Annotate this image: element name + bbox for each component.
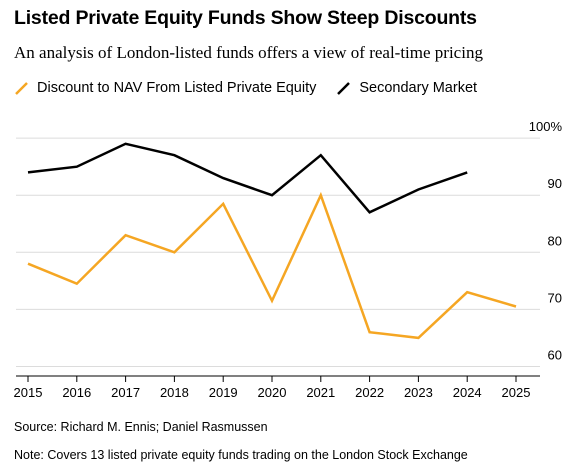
x-tick-label-2020: 2020 <box>258 385 287 400</box>
legend-swatch-secondary <box>337 81 351 95</box>
x-tick-label-2017: 2017 <box>111 385 140 400</box>
x-tick-label-2024: 2024 <box>453 385 482 400</box>
x-tick-label-2019: 2019 <box>209 385 238 400</box>
x-tick-label-2025: 2025 <box>502 385 531 400</box>
series-line-discount <box>27 191 517 340</box>
x-tick-label-2018: 2018 <box>160 385 189 400</box>
y-tick-label-80: 80 <box>548 233 562 248</box>
chart-source: Source: Richard M. Ennis; Daniel Rasmuss… <box>14 420 268 434</box>
series-line-secondary <box>27 142 468 214</box>
y-tick-label-100: 100% <box>529 119 563 134</box>
legend-swatch-discount <box>15 81 28 95</box>
chart-subtitle: An analysis of London-listed funds offer… <box>14 43 483 62</box>
legend-label-discount: Discount to NAV From Listed Private Equi… <box>37 80 317 96</box>
y-tick-label-90: 90 <box>548 176 562 191</box>
x-tick-label-2016: 2016 <box>62 385 91 400</box>
chart-title: Listed Private Equity Funds Show Steep D… <box>14 7 477 29</box>
legend: Discount to NAV From Listed Private Equi… <box>14 80 497 96</box>
y-tick-label-60: 60 <box>548 347 562 362</box>
x-tick-label-2022: 2022 <box>355 385 384 400</box>
y-tick-label-70: 70 <box>548 290 562 305</box>
x-tick-label-2015: 2015 <box>14 385 43 400</box>
chart-note: Note: Covers 13 listed private equity fu… <box>14 448 468 462</box>
legend-item-discount: Discount to NAV From Listed Private Equi… <box>14 80 316 96</box>
legend-label-secondary: Secondary Market <box>359 80 478 96</box>
legend-item-secondary: Secondary Market <box>336 80 477 96</box>
x-tick-label-2021: 2021 <box>306 385 335 400</box>
x-tick-label-2023: 2023 <box>404 385 433 400</box>
